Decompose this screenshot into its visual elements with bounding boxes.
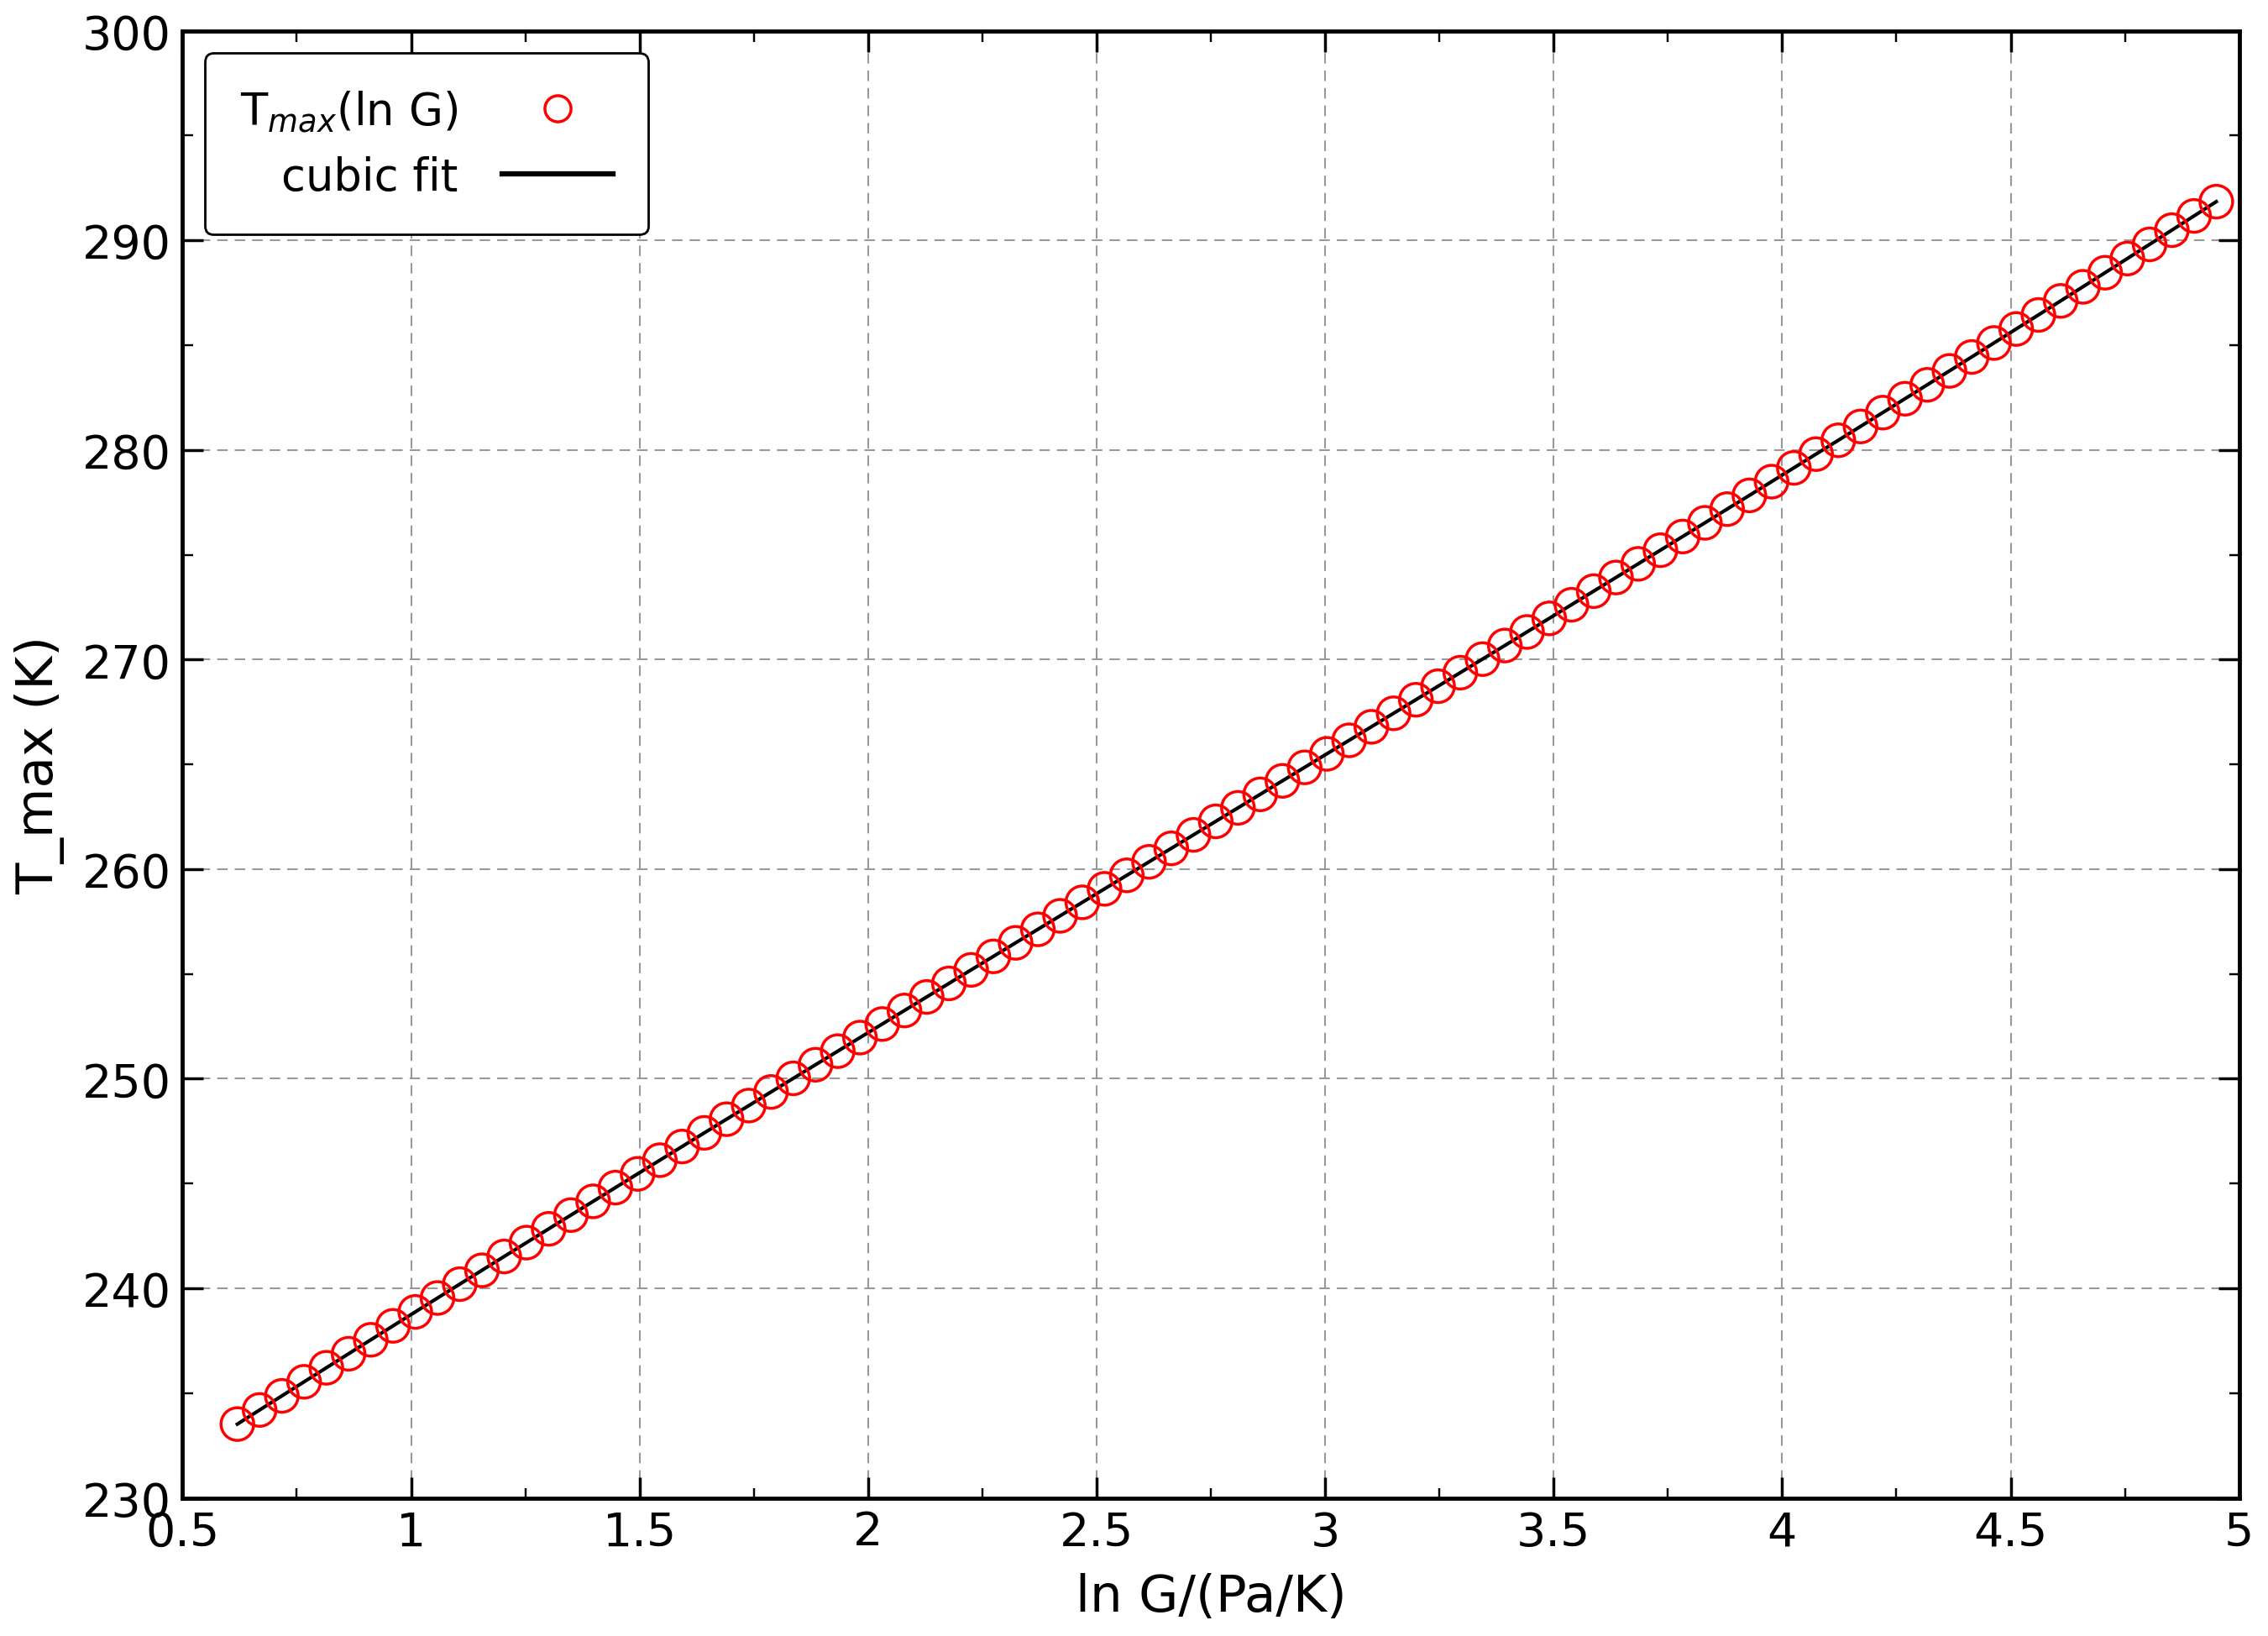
Point bbox=[1932, 358, 1969, 384]
Point bbox=[1198, 808, 1234, 834]
Point bbox=[1309, 741, 1345, 767]
Point bbox=[1041, 903, 1077, 929]
Legend: T$_{max}$(ln G), cubic fit: T$_{max}$(ln G), cubic fit bbox=[204, 54, 649, 236]
Point bbox=[841, 1024, 878, 1050]
Point bbox=[397, 1299, 433, 1325]
Point bbox=[708, 1106, 744, 1132]
Point bbox=[2021, 303, 2057, 329]
Point bbox=[2109, 245, 2146, 272]
Point bbox=[1508, 620, 1545, 646]
Point bbox=[1821, 427, 1857, 453]
Point bbox=[485, 1243, 522, 1270]
Point bbox=[1152, 836, 1188, 862]
Point bbox=[1531, 605, 1567, 631]
Point bbox=[1420, 674, 1456, 700]
Point bbox=[1599, 564, 1635, 591]
Point bbox=[730, 1093, 767, 1119]
Point bbox=[819, 1039, 855, 1065]
Point bbox=[1374, 700, 1411, 726]
Point bbox=[1619, 551, 1656, 578]
Point bbox=[1642, 538, 1678, 564]
Point bbox=[308, 1355, 345, 1381]
Point bbox=[1132, 849, 1168, 875]
Point bbox=[352, 1327, 388, 1353]
Point bbox=[953, 957, 989, 983]
Point bbox=[864, 1011, 900, 1037]
Point bbox=[753, 1080, 789, 1106]
Point bbox=[687, 1121, 723, 1147]
Point bbox=[1753, 470, 1789, 496]
Point bbox=[1220, 795, 1256, 821]
Point bbox=[1998, 316, 2034, 342]
Point bbox=[1175, 823, 1211, 849]
Point bbox=[1486, 633, 1522, 659]
Point bbox=[1864, 401, 1901, 427]
Point bbox=[553, 1202, 590, 1229]
Point bbox=[240, 1397, 277, 1423]
Point bbox=[619, 1162, 655, 1188]
Point bbox=[596, 1175, 633, 1201]
Point bbox=[2155, 218, 2191, 244]
Point bbox=[1331, 728, 1368, 754]
Y-axis label: T_max (K): T_max (K) bbox=[14, 635, 64, 895]
Point bbox=[1975, 330, 2012, 357]
Point bbox=[442, 1271, 479, 1297]
Point bbox=[1109, 862, 1145, 888]
Point bbox=[1064, 890, 1100, 916]
Point bbox=[1086, 877, 1123, 903]
Point bbox=[1730, 483, 1767, 509]
Point bbox=[220, 1412, 256, 1438]
Point bbox=[2132, 232, 2168, 258]
Point bbox=[1354, 715, 1390, 741]
Point bbox=[2087, 260, 2123, 286]
Point bbox=[776, 1065, 812, 1091]
Point bbox=[576, 1188, 612, 1214]
Point bbox=[1465, 646, 1501, 672]
Point bbox=[2198, 190, 2234, 216]
Point bbox=[1799, 442, 1835, 468]
Point bbox=[286, 1369, 322, 1396]
Point bbox=[642, 1147, 678, 1173]
Point bbox=[1887, 386, 1923, 412]
Point bbox=[1397, 687, 1433, 713]
Point bbox=[1687, 510, 1724, 537]
Point bbox=[1286, 754, 1322, 780]
Point bbox=[465, 1258, 501, 1284]
Point bbox=[1554, 592, 1590, 618]
Point bbox=[2043, 288, 2080, 314]
Point bbox=[665, 1134, 701, 1160]
Point bbox=[2064, 275, 2100, 301]
Point bbox=[1021, 916, 1057, 942]
X-axis label: ln G/(Pa/K): ln G/(Pa/K) bbox=[1075, 1572, 1347, 1621]
Point bbox=[909, 985, 946, 1011]
Point bbox=[508, 1230, 544, 1256]
Point bbox=[887, 998, 923, 1024]
Point bbox=[1842, 414, 1878, 440]
Point bbox=[2175, 203, 2211, 229]
Point bbox=[374, 1314, 411, 1340]
Point bbox=[531, 1216, 567, 1242]
Point bbox=[1576, 579, 1613, 605]
Point bbox=[331, 1342, 367, 1368]
Point bbox=[1665, 524, 1701, 550]
Point bbox=[975, 944, 1012, 970]
Point bbox=[798, 1052, 835, 1078]
Point bbox=[1953, 345, 1989, 371]
Point bbox=[998, 931, 1034, 957]
Point bbox=[1776, 455, 1812, 481]
Point bbox=[420, 1286, 456, 1312]
Point bbox=[1710, 497, 1746, 524]
Point bbox=[263, 1382, 299, 1409]
Point bbox=[930, 970, 966, 996]
Point bbox=[1442, 659, 1479, 685]
Point bbox=[1243, 782, 1279, 808]
Point bbox=[1263, 769, 1300, 795]
Point bbox=[1910, 373, 1946, 399]
